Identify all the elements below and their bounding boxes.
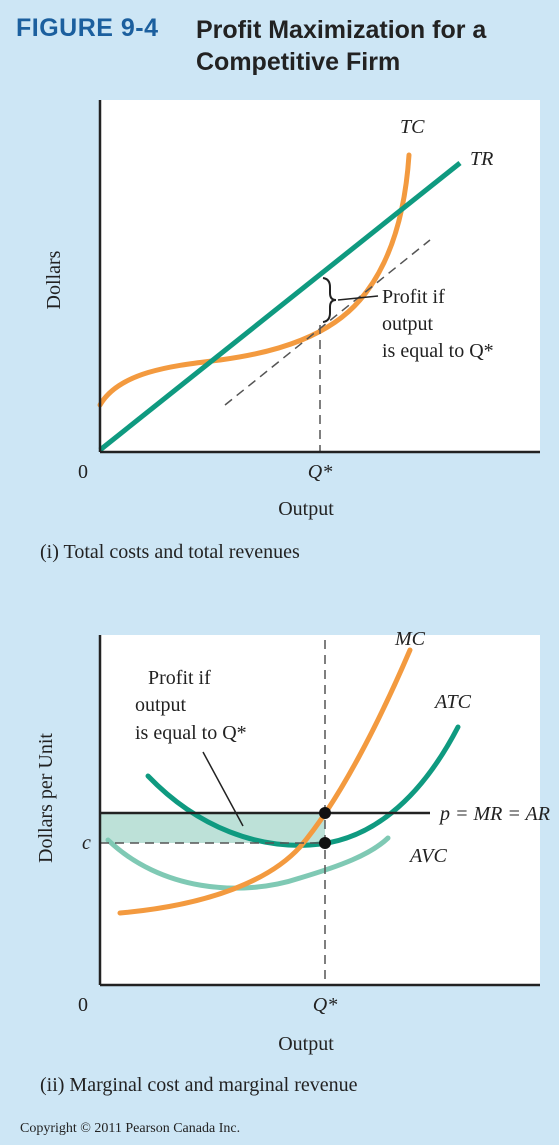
figure-title: Profit Maximization for a Competitive Fi… — [196, 14, 556, 78]
top-profit-brace — [322, 277, 337, 323]
top-qstar-label: Q* — [308, 461, 332, 483]
bottom-panel-caption: (ii) Marginal cost and marginal revenue — [40, 1074, 358, 1096]
top-xlabel: Output — [278, 498, 334, 520]
top-panel-caption: (i) Total costs and total revenues — [40, 541, 300, 563]
top-annotation-line-1: Profit if — [382, 286, 445, 308]
tr-line — [98, 161, 462, 452]
bottom-annotation-pointer — [202, 751, 244, 827]
bottom-annotation-line-3: is equal to Q* — [135, 722, 247, 744]
top-panel: TC TR Profit if output is equal to Q* Do… — [43, 100, 540, 520]
tc-label: TC — [400, 116, 425, 138]
bottom-panel: MC ATC AVC p = MR = AR Profit if output … — [35, 628, 550, 1055]
mc-price-point — [319, 807, 331, 819]
tr-label: TR — [470, 148, 493, 170]
figure-title-line-2: Competitive Firm — [196, 48, 401, 76]
top-annotation-line-2: output — [382, 313, 434, 335]
bottom-annotation-line-2: output — [135, 694, 187, 716]
mc-label: MC — [394, 628, 426, 650]
top-annotation-pointer — [337, 295, 379, 301]
bottom-ylabel: Dollars per Unit — [35, 733, 57, 863]
avc-label: AVC — [408, 845, 447, 867]
figure-title-line-1: Profit Maximization for a — [196, 16, 487, 44]
figure-header: FIGURE 9-4 Profit Maximization for a Com… — [16, 8, 556, 88]
tc-curve — [97, 152, 412, 408]
price-line-label: p = MR = AR — [438, 803, 550, 825]
atc-label: ATC — [433, 691, 472, 713]
c-tick-label: c — [82, 832, 91, 854]
copyright: Copyright © 2011 Pearson Canada Inc. — [20, 1121, 241, 1136]
atc-curve — [145, 724, 461, 848]
bottom-annotation-line-1: Profit if — [148, 667, 211, 689]
top-ylabel: Dollars — [43, 250, 65, 309]
mc-curve — [117, 647, 413, 916]
profit-area — [100, 813, 325, 843]
bottom-qstar-label: Q* — [313, 994, 337, 1016]
top-origin-label: 0 — [78, 461, 88, 483]
top-annotation-line-3: is equal to Q* — [382, 340, 494, 362]
bottom-xlabel: Output — [278, 1033, 334, 1055]
atc-qstar-point — [319, 837, 331, 849]
bottom-origin-label: 0 — [78, 994, 88, 1016]
avc-curve — [105, 835, 391, 891]
figure-number: FIGURE 9-4 — [16, 14, 159, 42]
